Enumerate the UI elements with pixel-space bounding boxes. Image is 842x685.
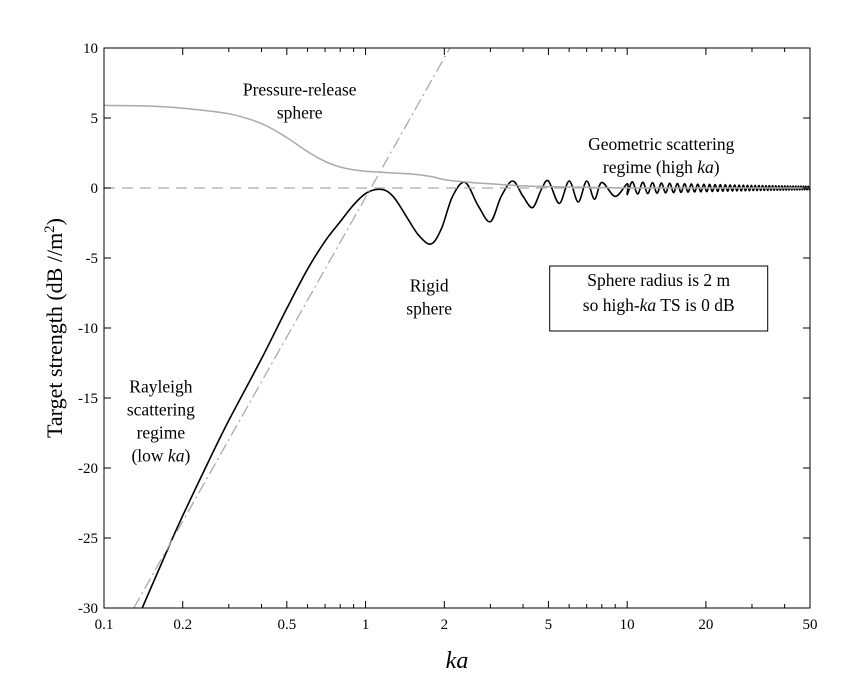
y-tick-label: -10 [78,321,98,337]
y-tick-label: -25 [78,531,98,547]
x-tick-label: 20 [698,617,713,633]
x-tick-label: 2 [441,617,449,633]
y-tick-label: 10 [83,41,98,57]
y-tick-label: 0 [91,181,99,197]
y-tick-label: 5 [91,111,99,127]
x-tick-label: 50 [803,617,818,633]
y-tick-label: -20 [78,461,98,477]
pressure-release-curve [104,104,810,189]
rayleigh-asymptote-line [133,48,451,608]
geometric-regime-label: Geometric scattering regime (high ka) [588,134,735,177]
pressure-release-label: Pressure-release sphere [243,80,357,123]
y-tick-label: -30 [78,601,98,617]
rigid-sphere-curve [141,179,810,608]
x-tick-label: 5 [545,617,553,633]
x-axis-title: ka [446,648,469,674]
x-tick-label: 10 [620,617,635,633]
y-tick-label: -15 [78,391,98,407]
rigid-sphere-label: Rigid sphere [406,276,452,319]
x-tick-label: 0.1 [95,617,114,633]
note-box-frame [549,265,769,332]
rayleigh-regime-label: Rayleigh scattering regime (low ka) [127,376,195,465]
y-tick-label: -5 [86,251,99,267]
annotations: Pressure-release sphere Geometric scatteri… [127,80,769,465]
note-box: Sphere radius is 2 m so high-ka TS is 0 d… [549,265,769,332]
x-tick-label: 0.5 [277,617,296,633]
x-tick-label: 0.2 [173,617,192,633]
x-tick-label: 1 [362,617,370,633]
y-axis-title: Target strength (dB //m2) [42,218,67,438]
note-box-text: Sphere radius is 2 m so high-ka TS is 0 d… [583,270,735,315]
axes: 0.1 0.2 0.5 1 2 5 10 20 501050-5-10-15-20-25-30k… [42,41,818,674]
plot-area [104,48,810,608]
